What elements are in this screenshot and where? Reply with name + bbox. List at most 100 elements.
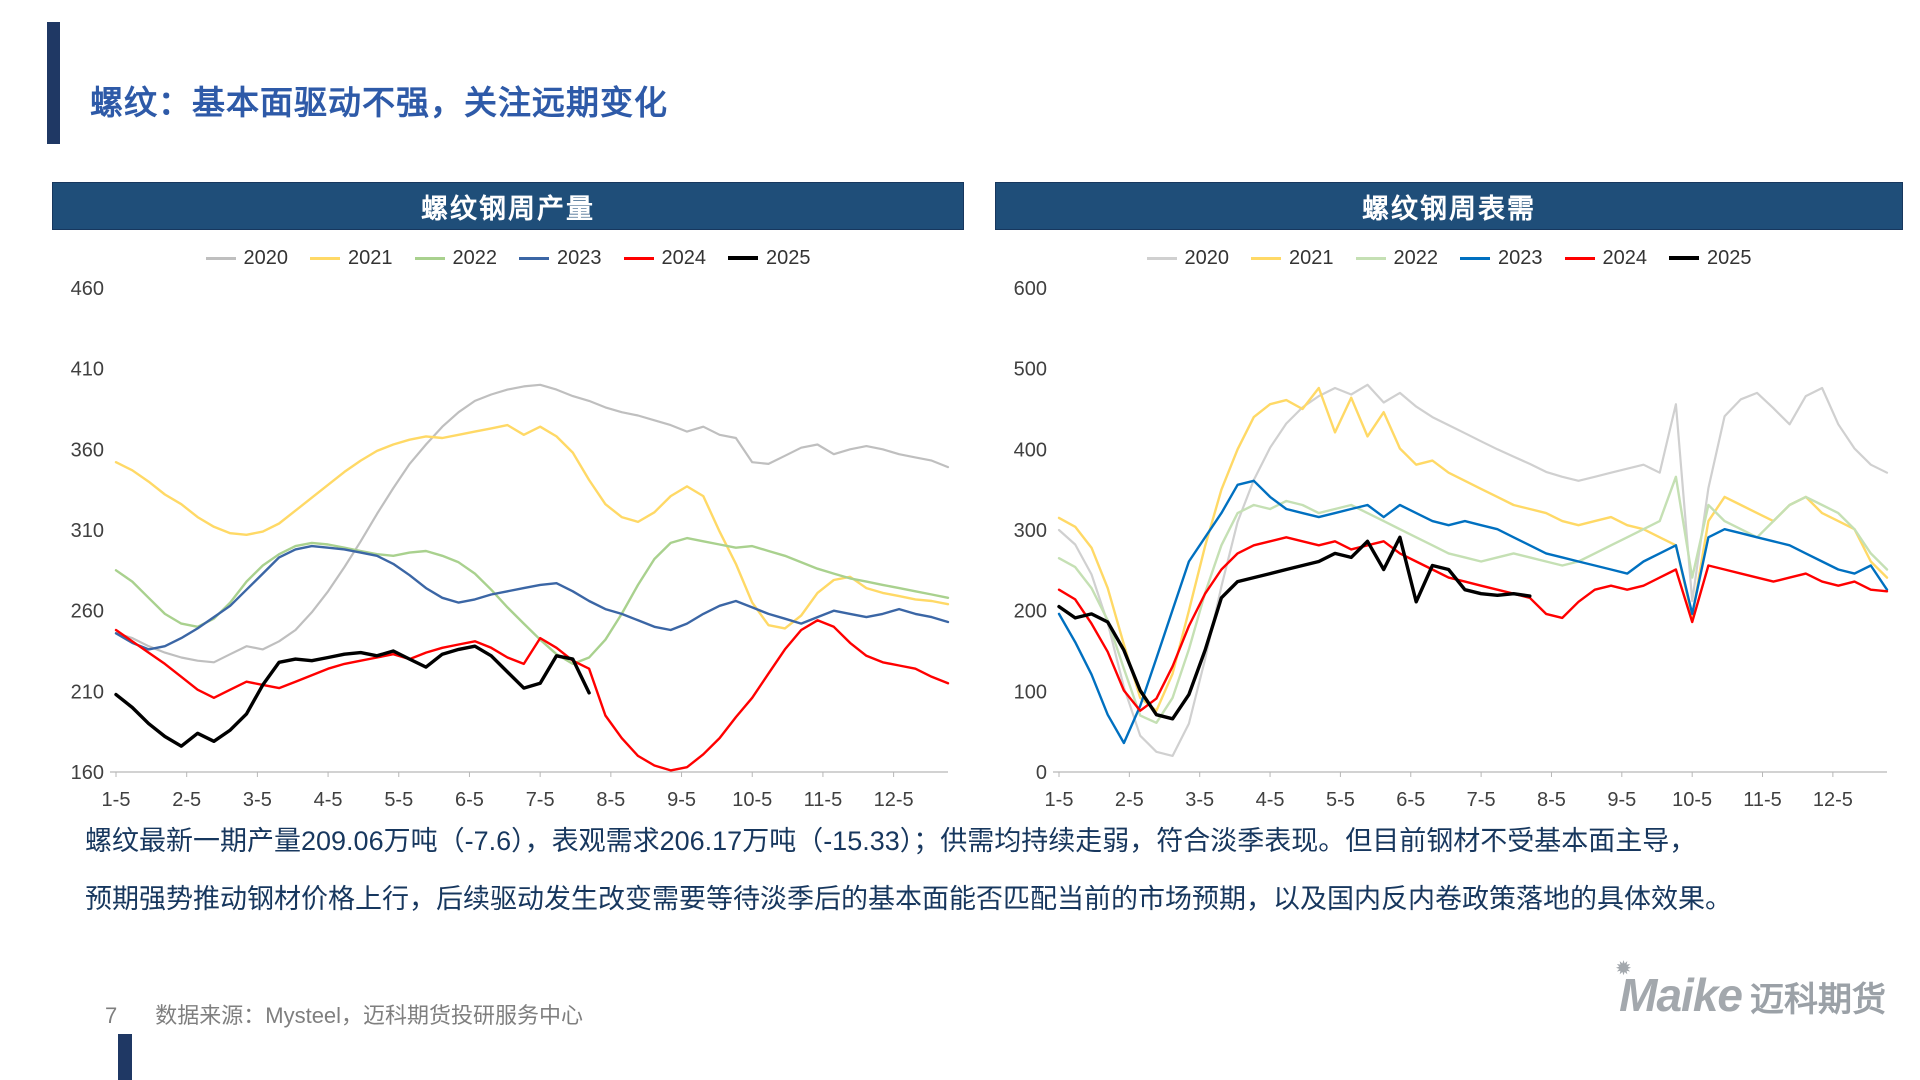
maike-logo: ✹ Maike 迈科期货 [1615,958,1886,1022]
x-tick-label: 3-5 [1185,789,1214,811]
legend-item-2020: 2020 [1146,246,1230,270]
legend-item-2025: 2025 [728,247,811,270]
logo-chinese-text: 迈科期货 [1750,981,1886,1019]
y-tick-label: 300 [1014,520,1047,542]
legend-line-swatch-2023 [519,256,549,260]
x-tick-label: 10-5 [732,789,772,811]
accent-bar-top [47,22,60,144]
x-tick-label: 12-5 [874,789,914,811]
legend-item-2022: 2022 [414,246,498,270]
panel-demand-title: 螺纹钢周表需 [1362,193,1536,224]
y-tick-label: 0 [1036,762,1047,784]
x-tick-label: 5-5 [1326,789,1355,811]
page-title: 螺纹：基本面驱动不强，关注远期变化 [90,84,668,121]
series-line-2022 [1057,475,1889,724]
series-line-2024 [114,619,950,772]
production-chart: 160 210 260 310 360 410 460 1-5 2-5 3-5 4-5 5-5 6-5 7… [71,278,950,811]
x-tick-label: 6-5 [455,789,484,811]
demand-chart-legend: 2020 2021 2022 2023 2024 2025 [995,244,1903,272]
legend-line-swatch-2023 [1460,256,1490,260]
accent-bar-bottom [118,1034,132,1080]
logo-maike-wordmark: ✹ Maike [1615,958,1743,1022]
x-tick-label: 9-5 [667,789,696,811]
legend-label-2024: 2024 [1602,246,1648,269]
x-tick-label: 11-5 [804,789,843,811]
legend-label-2022: 2022 [452,246,498,269]
legend-item-2020: 2020 [205,246,289,270]
legend-item-2024: 2024 [1564,246,1648,270]
legend-label-2020: 2020 [1184,246,1230,269]
commentary-line-1: 螺纹最新一期产量209.06万吨（-7.6），表观需求206.17万吨（-15.… [85,826,1697,856]
panel-demand: 螺纹钢周表需 2020 2021 2022 2023 2024 2025 0 100 200 3… [995,182,1903,814]
series-line-2021 [1057,386,1889,712]
logo-star-icon: ✹ [1615,958,1632,980]
data-source-text: 数据来源：Mysteel，迈科期货投研服务中心 [155,1003,584,1028]
legend-label-2024: 2024 [661,246,707,269]
y-tick-label: 460 [71,278,104,300]
x-tick-label: 3-5 [243,789,272,811]
x-tick-label: 6-5 [1396,789,1425,811]
legend-line-swatch-2025 [1669,256,1699,260]
legend-label-2025: 2025 [1707,246,1752,269]
x-tick-label: 11-5 [1743,789,1782,811]
legend-line-swatch-2020 [205,256,236,260]
y-tick-label: 500 [1014,359,1047,381]
y-tick-label: 100 [1014,681,1047,703]
x-tick-label: 10-5 [1672,789,1712,811]
legend-label-2022: 2022 [1393,246,1439,269]
y-tick-label: 260 [71,601,104,623]
demand-chart: 0 100 200 300 400 500 600 1-5 2-5 3-5 4-5 5-5 6-5 7-5… [1014,278,1889,811]
series-line-2022 [114,536,950,666]
series-line-2024 [1057,536,1889,712]
legend-item-2024: 2024 [623,246,707,270]
panel-production-title: 螺纹钢周产量 [421,193,595,224]
page-number: 7 [105,1003,118,1028]
y-tick-label: 210 [71,681,104,703]
x-tick-label: 4-5 [314,789,343,811]
x-tick-label: 7-5 [1467,789,1496,811]
y-tick-label: 160 [71,762,104,784]
legend-line-swatch-2021 [310,256,340,260]
legend-label-2025: 2025 [766,246,811,269]
legend-line-swatch-2022 [1355,256,1386,260]
logo-latin-text: Maike [1619,969,1743,1021]
legend-label-2023: 2023 [557,246,602,269]
series-line-2020 [114,383,950,664]
series-line-2023 [114,544,950,651]
commentary-text: 螺纹最新一期产量209.06万吨（-7.6），表观需求206.17万吨（-15.… [85,812,1875,928]
x-tick-label: 9-5 [1607,789,1636,811]
legend-label-2021: 2021 [1289,246,1334,269]
legend-item-2022: 2022 [1355,246,1439,270]
legend-item-2023: 2023 [519,247,602,270]
legend-line-swatch-2024 [623,256,654,260]
legend-item-2025: 2025 [1669,247,1752,270]
series-line-2020 [1057,383,1889,757]
legend-item-2021: 2021 [1251,247,1334,270]
panel-demand-header: 螺纹钢周表需 [995,182,1903,230]
y-tick-label: 410 [71,359,104,381]
series-line-2021 [114,423,950,630]
legend-line-swatch-2025 [728,256,758,260]
legend-label-2020: 2020 [243,246,289,269]
legend-line-swatch-2021 [1251,256,1281,260]
y-tick-label: 360 [71,439,104,461]
x-tick-label: 2-5 [1115,789,1144,811]
series-line-2025 [1057,535,1532,721]
x-tick-label: 8-5 [596,789,625,811]
panel-production: 螺纹钢周产量 2020 2021 2022 2023 2024 2025 160 210 26… [52,182,964,814]
x-tick-label: 1-5 [102,789,131,811]
x-tick-label: 7-5 [526,789,555,811]
x-tick-label: 12-5 [1813,789,1853,811]
x-tick-label: 1-5 [1045,789,1074,811]
series-line-2025 [114,644,591,748]
legend-label-2021: 2021 [348,246,393,269]
legend-line-swatch-2022 [414,256,445,260]
y-tick-label: 200 [1014,601,1047,623]
y-tick-label: 310 [71,520,104,542]
panel-production-header: 螺纹钢周产量 [52,182,964,230]
x-tick-label: 5-5 [384,789,413,811]
x-tick-label: 8-5 [1537,789,1566,811]
legend-item-2023: 2023 [1460,247,1543,270]
legend-item-2021: 2021 [310,247,393,270]
legend-line-swatch-2024 [1564,256,1595,260]
